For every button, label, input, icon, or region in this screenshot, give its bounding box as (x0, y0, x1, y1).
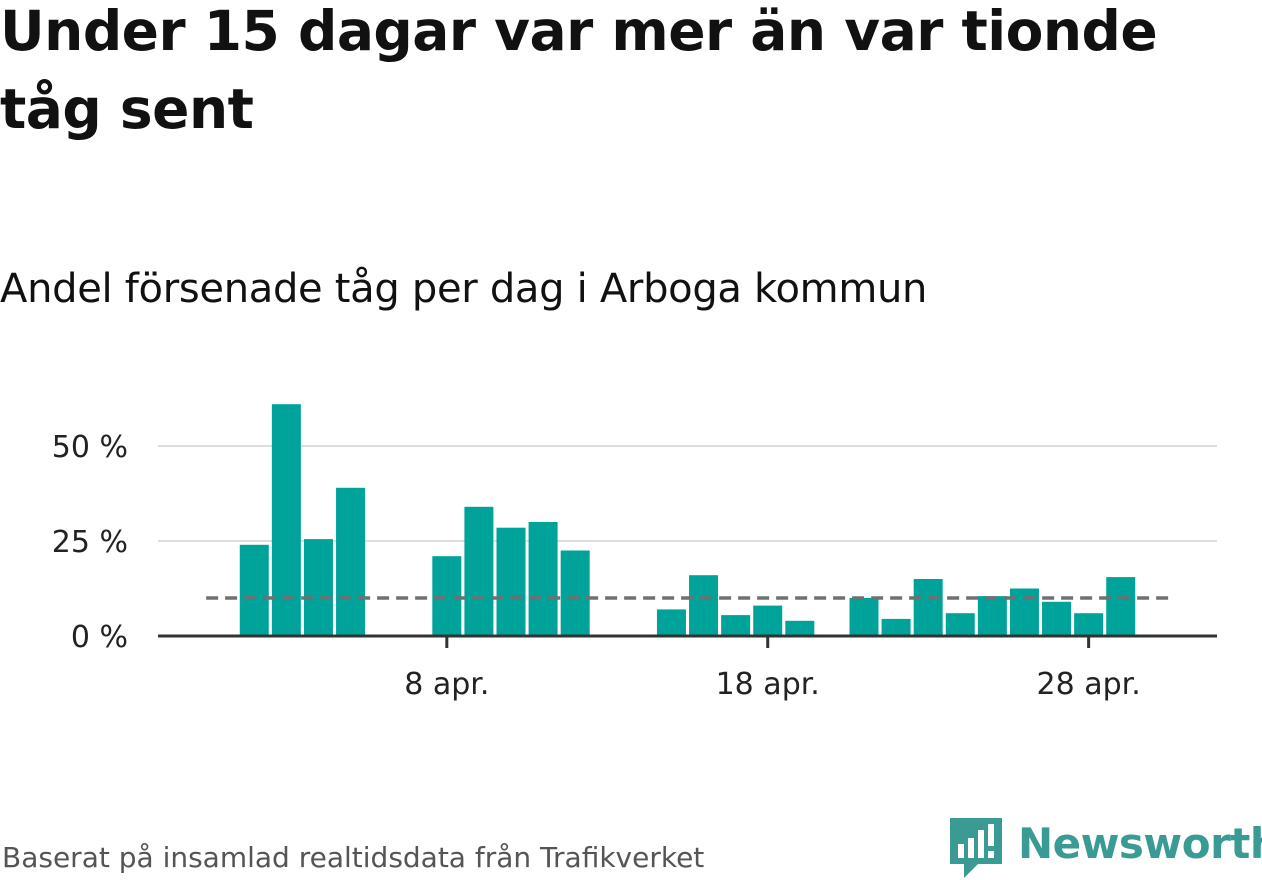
x-tick-label: 18 apr. (716, 667, 820, 702)
chart-subtitle: Andel försenade tåg per dag i Arboga kom… (0, 266, 928, 312)
bar (1042, 601, 1072, 636)
newsworthy-logo: Newsworthy (950, 818, 1262, 880)
bar (271, 404, 301, 636)
bar (432, 556, 462, 636)
bar (336, 487, 366, 636)
bar-chart-bubble-icon (950, 818, 1002, 878)
bar (689, 575, 719, 636)
bar (560, 550, 590, 636)
x-axis-labels: 8 apr. 18 apr. 28 apr. (404, 667, 1141, 702)
x-tick-label: 28 apr. (1037, 667, 1141, 702)
bar (945, 613, 975, 636)
bar (1009, 588, 1039, 636)
bar (753, 605, 783, 636)
bar (1074, 613, 1104, 636)
bar (239, 544, 269, 636)
brand-name: Newsworthy (1018, 819, 1262, 868)
bar (303, 539, 333, 636)
bar (1106, 577, 1136, 636)
headline: Under 15 dagar var mer än var tionde tåg… (0, 0, 1158, 141)
source-note: Baserat på insamlad realtidsdata från Tr… (2, 841, 705, 874)
bar (849, 598, 879, 636)
bars (239, 404, 1136, 636)
y-axis-labels: 0 % 25 % 50 % (52, 430, 128, 655)
bar (721, 615, 751, 636)
y-tick-label: 50 % (52, 430, 128, 465)
bar (785, 620, 815, 636)
gridlines (158, 445, 1217, 542)
x-tick-label: 8 apr. (404, 667, 489, 702)
bar (496, 527, 526, 636)
bar (656, 609, 686, 636)
bar (977, 596, 1007, 636)
y-tick-label: 25 % (52, 525, 128, 560)
x-axis (158, 634, 1217, 648)
bar (881, 618, 911, 636)
bar (464, 506, 494, 636)
bar (913, 579, 943, 636)
y-tick-label: 0 % (71, 620, 128, 655)
bar (528, 522, 558, 636)
